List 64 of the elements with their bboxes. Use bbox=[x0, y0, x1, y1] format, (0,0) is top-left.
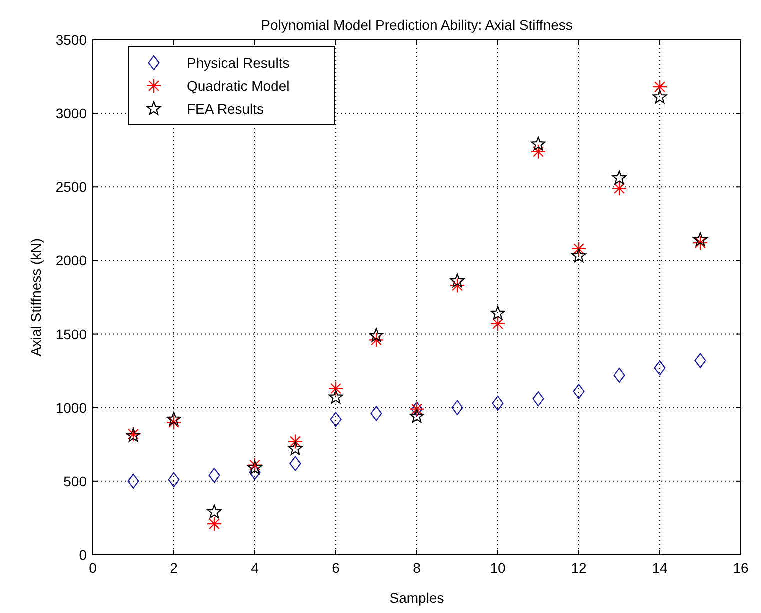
y-tick-label: 1500 bbox=[56, 326, 88, 342]
point bbox=[572, 248, 586, 263]
y-tick-label: 3000 bbox=[56, 106, 88, 122]
point bbox=[531, 136, 546, 151]
point bbox=[248, 460, 262, 474]
point bbox=[368, 332, 384, 348]
point bbox=[369, 328, 384, 342]
x-tick-label: 8 bbox=[413, 560, 422, 576]
x-tick-label: 14 bbox=[652, 560, 668, 576]
x-tick-label: 6 bbox=[332, 560, 340, 576]
legend-label: Quadratic Model bbox=[187, 78, 290, 94]
point bbox=[330, 412, 342, 428]
x-axis-title: Samples bbox=[390, 590, 444, 606]
point bbox=[288, 442, 303, 456]
point bbox=[166, 415, 182, 430]
point bbox=[692, 236, 708, 251]
point bbox=[410, 409, 424, 423]
x-tick-label: 2 bbox=[170, 560, 178, 576]
x-tick-label: 12 bbox=[571, 560, 587, 576]
y-tick-label: 2500 bbox=[56, 179, 88, 196]
point bbox=[328, 381, 344, 396]
point bbox=[452, 400, 464, 416]
y-tick-label: 0 bbox=[79, 547, 88, 563]
point bbox=[490, 316, 506, 332]
point bbox=[571, 241, 587, 256]
point bbox=[247, 458, 263, 473]
point bbox=[694, 353, 706, 368]
point bbox=[450, 278, 466, 294]
point bbox=[573, 384, 585, 400]
x-tick-label: 16 bbox=[733, 560, 749, 576]
point bbox=[450, 274, 465, 288]
legend-label: Physical Results bbox=[187, 55, 290, 71]
point bbox=[693, 232, 708, 246]
y-axis-title: Axial Stiffness (kN) bbox=[28, 238, 44, 356]
point bbox=[328, 390, 344, 404]
point bbox=[288, 434, 304, 450]
point bbox=[614, 368, 626, 384]
y-tick-label: 2000 bbox=[56, 252, 88, 269]
point bbox=[530, 144, 546, 160]
point bbox=[532, 391, 544, 407]
x-tick-label: 4 bbox=[251, 560, 260, 576]
point bbox=[249, 465, 261, 480]
point bbox=[490, 306, 506, 320]
point bbox=[207, 504, 222, 519]
point bbox=[168, 472, 180, 488]
point bbox=[166, 412, 182, 426]
point bbox=[208, 468, 220, 484]
x-tick-label: 10 bbox=[490, 560, 506, 576]
point bbox=[290, 456, 302, 472]
y-tick-label: 1000 bbox=[56, 400, 88, 416]
point bbox=[652, 90, 668, 104]
point bbox=[128, 474, 140, 489]
chart-title: Polynomial Model Prediction Ability: Axial Stiffness bbox=[261, 17, 573, 33]
y-tick-label: 3500 bbox=[56, 32, 88, 48]
point bbox=[206, 516, 222, 532]
y-tick-label: 500 bbox=[64, 473, 88, 490]
point bbox=[654, 360, 666, 376]
point bbox=[612, 170, 627, 185]
x-tick-label: 0 bbox=[89, 560, 98, 576]
point bbox=[492, 396, 504, 411]
legend-label: FEA Results bbox=[187, 101, 264, 117]
point bbox=[370, 406, 382, 422]
point bbox=[652, 80, 668, 95]
point bbox=[612, 181, 628, 196]
